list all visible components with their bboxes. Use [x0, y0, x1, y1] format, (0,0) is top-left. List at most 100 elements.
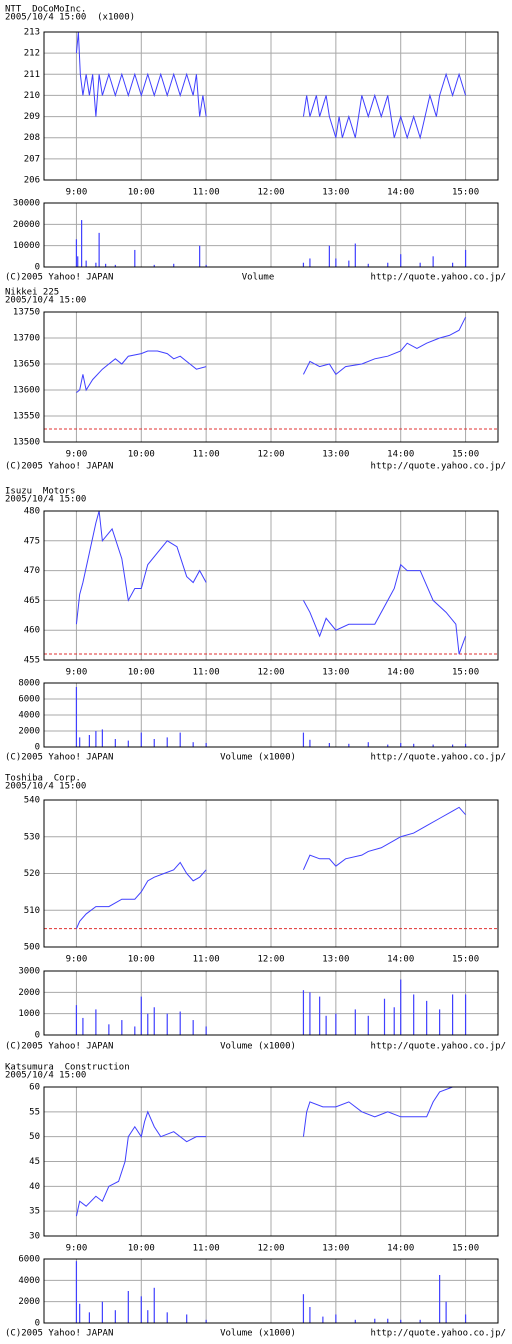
price-line — [302, 72, 467, 140]
volume-bar — [114, 739, 116, 747]
volume-bar — [302, 732, 305, 747]
x-tick-label: 11:00 — [193, 955, 220, 965]
volume-bar — [153, 739, 155, 747]
y-tick-label: 2000 — [18, 1297, 40, 1307]
x-tick-label: 14:00 — [387, 1244, 414, 1254]
volume-bar — [335, 1013, 337, 1035]
x-tick-label: 9:00 — [66, 668, 88, 678]
y-tick-label: 30000 — [13, 199, 40, 209]
volume-bar — [205, 1026, 207, 1035]
chart-title: Katsumura Construction — [5, 1063, 130, 1073]
y-tick-label: 13750 — [13, 308, 40, 318]
volume-bar — [325, 1015, 327, 1035]
y-tick-label: 60 — [29, 1083, 40, 1093]
volume-bar — [400, 1319, 402, 1323]
price-line — [75, 31, 207, 117]
x-tick-label: 11:00 — [193, 450, 220, 460]
y-tick-label: 0 — [35, 1031, 40, 1041]
footer-text: http://quote.yahoo.co.jp/ — [371, 1042, 506, 1052]
y-tick-label: 6000 — [18, 1255, 40, 1265]
x-tick-label: 15:00 — [452, 188, 479, 198]
x-tick-label: 13:00 — [322, 450, 349, 460]
volume-bar — [328, 743, 330, 747]
volume-bar — [354, 1319, 356, 1323]
x-tick-label: 11:00 — [193, 188, 220, 198]
volume-bar — [367, 1015, 369, 1035]
footer-text: (C)2005 Yahoo! JAPAN — [5, 753, 113, 763]
volume-bar — [166, 1013, 168, 1035]
volume-bar — [452, 994, 454, 1035]
volume-bar — [400, 254, 402, 267]
y-tick-label: 500 — [24, 943, 40, 953]
volume-bar — [166, 737, 168, 747]
chart-title: Toshiba Corp. — [5, 774, 81, 784]
volume-bar — [179, 1011, 181, 1035]
footer-text: Volume (x1000) — [220, 753, 296, 763]
y-tick-label: 211 — [24, 70, 40, 80]
volume-bar — [309, 258, 311, 267]
y-tick-label: 206 — [24, 176, 40, 186]
footer-text: Volume — [242, 273, 275, 283]
volume-bar — [413, 743, 415, 747]
y-tick-label: 213 — [24, 28, 40, 38]
plot-frame — [43, 799, 499, 948]
footer-text: http://quote.yahoo.co.jp/ — [371, 273, 506, 283]
chart-title: Isuzu Motors — [5, 487, 75, 497]
volume-bar — [464, 249, 467, 267]
volume-bar — [452, 744, 454, 747]
x-tick-label: 14:00 — [387, 188, 414, 198]
y-tick-label: 13500 — [13, 438, 40, 448]
volume-bar — [419, 1319, 421, 1323]
volume-bar — [367, 742, 369, 747]
volume-bar — [302, 990, 305, 1035]
volume-bar — [98, 232, 100, 267]
price-line — [75, 510, 207, 625]
volume-bar — [179, 732, 181, 747]
volume-bar — [354, 243, 356, 267]
volume-bar — [77, 256, 79, 267]
price-line — [302, 806, 466, 871]
y-tick-label: 13550 — [13, 412, 40, 422]
x-tick-label: 15:00 — [452, 668, 479, 678]
y-tick-label: 10000 — [13, 241, 40, 251]
volume-bar — [413, 994, 415, 1035]
y-tick-label: 40 — [29, 1182, 40, 1192]
volume-bar — [85, 260, 87, 267]
footer-text: (C)2005 Yahoo! JAPAN — [5, 1329, 113, 1339]
volume-bar — [166, 1312, 168, 1323]
volume-bar — [127, 1291, 129, 1323]
footer-text: (C)2005 Yahoo! JAPAN — [5, 462, 113, 472]
x-tick-label: 10:00 — [128, 1244, 155, 1254]
y-tick-label: 13600 — [13, 386, 40, 396]
price-line — [302, 1086, 466, 1137]
volume-bar — [367, 263, 369, 267]
volume-bar — [108, 1024, 110, 1035]
price-line — [76, 350, 207, 393]
volume-bar — [439, 1275, 441, 1323]
x-tick-label: 10:00 — [128, 188, 155, 198]
y-tick-label: 520 — [24, 869, 40, 879]
volume-bar — [309, 992, 311, 1035]
x-tick-label: 12:00 — [257, 668, 284, 678]
y-tick-label: 209 — [24, 112, 40, 122]
x-tick-label: 15:00 — [452, 450, 479, 460]
y-tick-label: 13700 — [13, 334, 40, 344]
y-tick-label: 30 — [29, 1232, 40, 1242]
chart-subtitle: 2005/10/4 15:00 (x1000) — [5, 13, 135, 23]
volume-bar — [79, 1303, 81, 1323]
x-tick-label: 15:00 — [452, 955, 479, 965]
volume-bar — [75, 1261, 78, 1323]
volume-bar — [101, 729, 103, 747]
volume-bar — [419, 262, 421, 267]
volume-bar — [432, 256, 434, 267]
volume-bar — [205, 1319, 207, 1323]
footer-text: (C)2005 Yahoo! JAPAN — [5, 1042, 113, 1052]
volume-bar — [173, 263, 175, 267]
chart-subtitle: 2005/10/4 15:00 — [5, 495, 86, 505]
y-tick-label: 455 — [24, 656, 40, 666]
y-tick-label: 50 — [29, 1132, 40, 1142]
y-tick-label: 4000 — [18, 711, 40, 721]
volume-bar — [88, 735, 90, 747]
volume-bar — [464, 994, 467, 1035]
volume-bar — [192, 1020, 194, 1035]
